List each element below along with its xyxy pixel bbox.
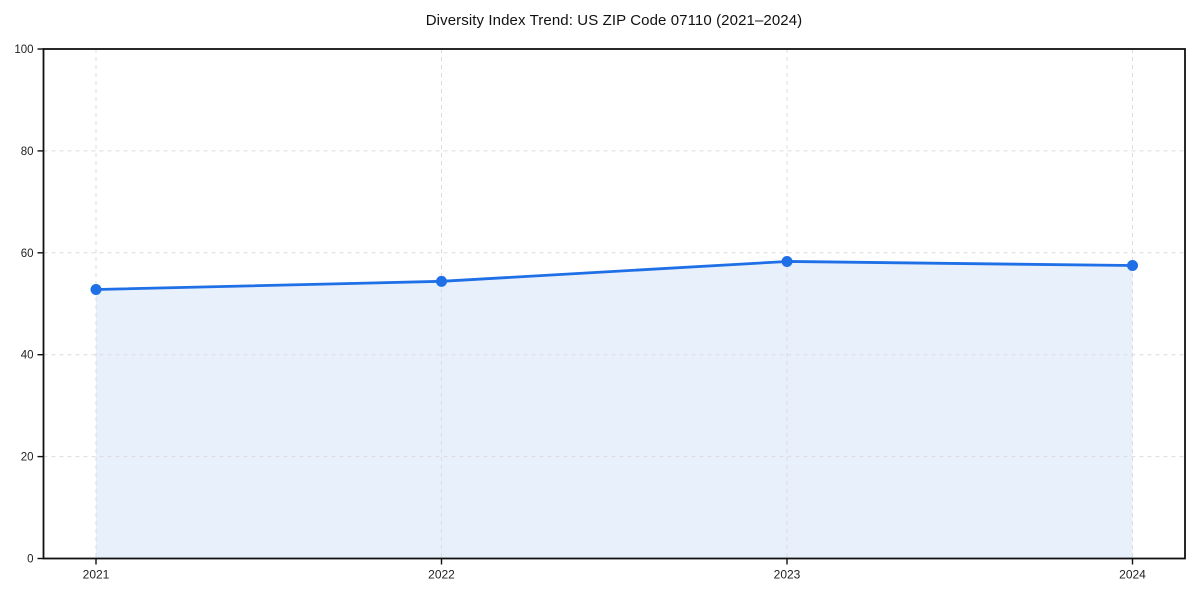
area-fill — [96, 261, 1133, 559]
data-point — [1127, 260, 1138, 272]
x-tick-label: 2021 — [83, 568, 110, 582]
x-tick-label: 2024 — [1119, 568, 1146, 582]
y-tick-label: 80 — [21, 146, 34, 158]
x-tick-label: 2022 — [428, 568, 455, 582]
y-tick-label: 20 — [21, 452, 34, 464]
data-point — [781, 255, 793, 267]
trend-line — [94, 260, 1134, 291]
y-tick-label: 40 — [21, 350, 34, 362]
x-tick-label: 2023 — [774, 568, 801, 582]
y-tick-label: 0 — [27, 554, 33, 566]
chart-title: Diversity Index Trend: US ZIP Code 07110… — [425, 12, 803, 29]
data-point — [90, 283, 102, 295]
y-tick-label: 60 — [21, 248, 34, 260]
data-point — [436, 275, 447, 287]
plot-border — [42, 48, 1186, 560]
y-tick-label: 100 — [14, 44, 33, 56]
